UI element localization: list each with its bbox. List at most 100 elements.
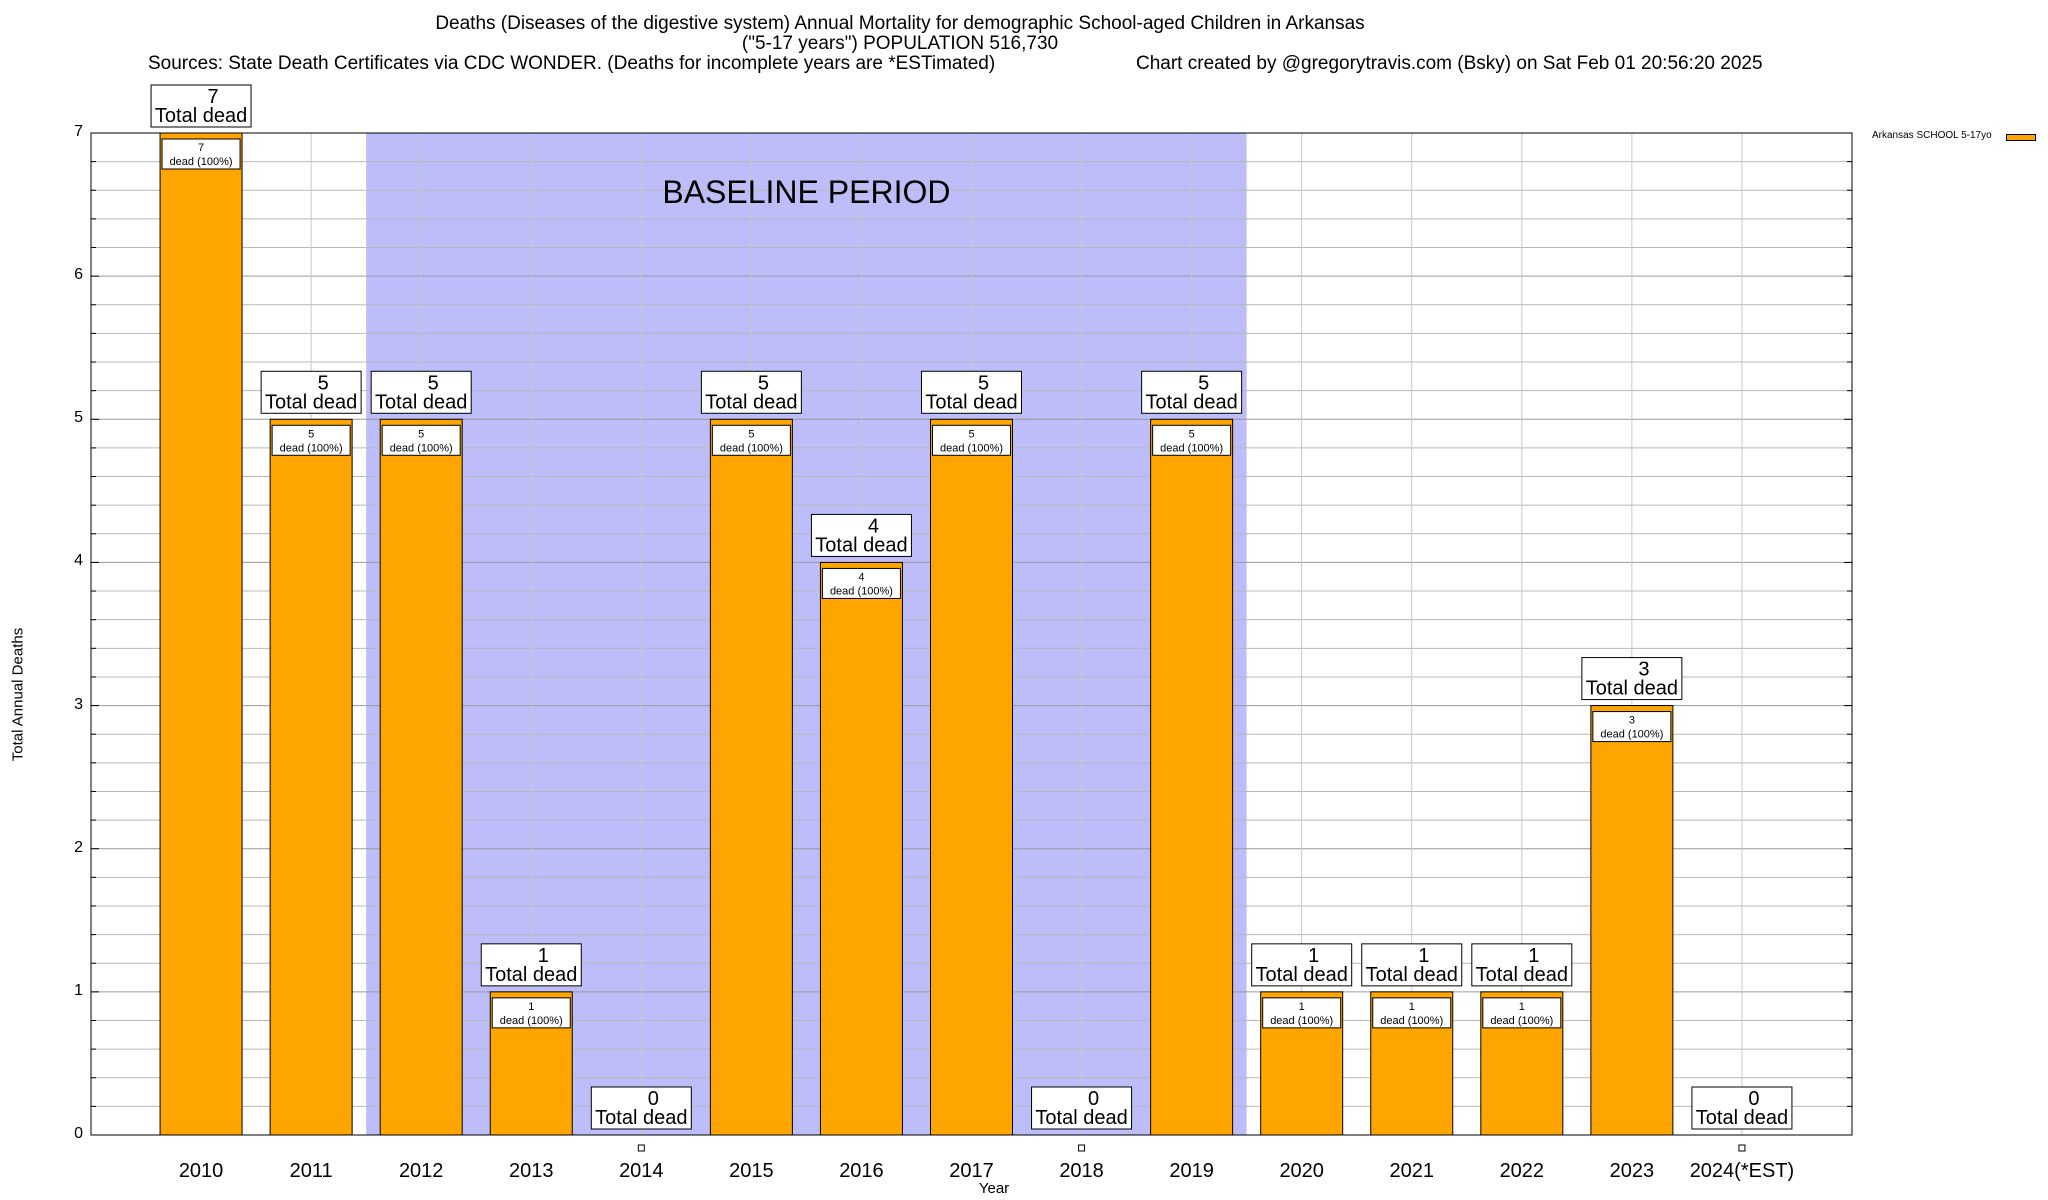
inner-label-count: 4 bbox=[858, 571, 864, 583]
total-label-text: Total dead bbox=[1145, 391, 1237, 413]
total-label-box bbox=[1251, 943, 1353, 987]
x-tick-label: 2014 bbox=[619, 1160, 664, 1182]
inner-label-box bbox=[491, 997, 571, 1029]
inner-label-count: 1 bbox=[1409, 1001, 1415, 1013]
total-label-text: Total dead bbox=[155, 105, 247, 127]
inner-label-box bbox=[161, 138, 241, 170]
total-label-text: Total dead bbox=[595, 1107, 687, 1129]
legend-label: Arkansas SCHOOL 5-17yo bbox=[1872, 130, 1992, 141]
inner-label-count: 7 bbox=[198, 142, 204, 154]
inner-label-count: 5 bbox=[308, 428, 314, 440]
bar bbox=[1150, 418, 1234, 1136]
y-tick-label: 1 bbox=[74, 981, 83, 999]
total-label-count: 5 bbox=[428, 372, 439, 394]
inner-label-text: dead (100%) bbox=[280, 442, 343, 454]
total-label-box bbox=[370, 370, 472, 414]
inner-label-box bbox=[271, 424, 351, 456]
x-tick-label: 2019 bbox=[1169, 1160, 1214, 1182]
x-tick-label: 2017 bbox=[949, 1160, 994, 1182]
total-label-count: 1 bbox=[538, 945, 549, 967]
total-label-count: 0 bbox=[1748, 1088, 1759, 1110]
total-label-text: Total dead bbox=[1476, 964, 1568, 986]
bar bbox=[379, 418, 463, 1136]
total-label-count: 7 bbox=[208, 86, 219, 108]
total-label-text: Total dead bbox=[1696, 1107, 1788, 1129]
inner-label-count: 1 bbox=[1519, 1001, 1525, 1013]
inner-label-box bbox=[821, 567, 901, 599]
inner-label-text: dead (100%) bbox=[830, 585, 893, 597]
bar bbox=[709, 418, 793, 1136]
total-label-count: 4 bbox=[868, 515, 879, 537]
total-label-text: Total dead bbox=[1366, 964, 1458, 986]
total-label-text: Total dead bbox=[705, 391, 797, 413]
x-tick-label: 2016 bbox=[839, 1160, 884, 1182]
x-tick-label: 2018 bbox=[1059, 1160, 1104, 1182]
x-tick-label: 2020 bbox=[1279, 1160, 1324, 1182]
x-tick-label: 2022 bbox=[1499, 1160, 1545, 1182]
chart-title-line-1: Deaths (Diseases of the digestive system… bbox=[435, 13, 1365, 34]
total-label-box bbox=[1361, 943, 1463, 987]
y-axis-label: Total Annual Deaths bbox=[9, 627, 27, 762]
y-tick-label: 4 bbox=[74, 552, 83, 570]
chart-title-line-2: ("5-17 years") POPULATION 516,730 bbox=[741, 33, 1059, 54]
total-label-text: Total dead bbox=[485, 964, 577, 986]
inner-label-text: dead (100%) bbox=[720, 442, 783, 454]
inner-label-count: 5 bbox=[1189, 428, 1195, 440]
inner-label-count: 5 bbox=[748, 428, 754, 440]
inner-label-text: dead (100%) bbox=[170, 156, 233, 168]
x-tick-label: 2021 bbox=[1389, 1160, 1435, 1182]
legend-swatch bbox=[2006, 134, 2036, 141]
x-tick-label: 2024(*EST) bbox=[1689, 1160, 1795, 1182]
total-label-text: Total dead bbox=[1035, 1107, 1127, 1129]
zero-marker bbox=[637, 1144, 645, 1152]
inner-label-text: dead (100%) bbox=[1600, 729, 1663, 741]
total-label-box bbox=[810, 513, 912, 557]
inner-label-count: 3 bbox=[1629, 715, 1635, 727]
zero-marker bbox=[1078, 1144, 1086, 1152]
bar bbox=[159, 132, 243, 1136]
y-tick-label: 0 bbox=[74, 1125, 83, 1142]
inner-label-text: dead (100%) bbox=[1160, 442, 1223, 454]
total-label-box bbox=[480, 943, 582, 987]
inner-label-box bbox=[1372, 997, 1452, 1029]
total-label-text: Total dead bbox=[265, 391, 357, 413]
total-label-box bbox=[1471, 943, 1573, 987]
x-tick-label: 2011 bbox=[289, 1160, 333, 1182]
inner-label-text: dead (100%) bbox=[500, 1015, 563, 1027]
x-tick-label: 2013 bbox=[509, 1160, 554, 1182]
inner-label-box bbox=[932, 424, 1011, 456]
total-label-box bbox=[1691, 1086, 1793, 1130]
total-label-text: Total dead bbox=[815, 534, 907, 556]
total-label-box bbox=[921, 370, 1022, 414]
total-label-box bbox=[1581, 657, 1683, 701]
x-tick-label: 2023 bbox=[1609, 1160, 1655, 1182]
inner-label-text: dead (100%) bbox=[390, 442, 453, 454]
total-label-count: 5 bbox=[758, 372, 769, 394]
x-tick-label: 2010 bbox=[178, 1160, 224, 1182]
total-label-box bbox=[1031, 1086, 1133, 1130]
total-label-box bbox=[700, 370, 802, 414]
total-label-count: 1 bbox=[1418, 945, 1429, 967]
bar bbox=[1590, 705, 1674, 1136]
inner-label-text: dead (100%) bbox=[1270, 1015, 1333, 1027]
inner-label-box bbox=[1592, 711, 1672, 743]
total-label-count: 5 bbox=[1198, 372, 1209, 394]
inner-label-text: dead (100%) bbox=[1380, 1015, 1443, 1027]
total-label-count: 1 bbox=[1528, 945, 1539, 967]
bar bbox=[819, 561, 903, 1136]
inner-label-box bbox=[381, 424, 461, 456]
total-label-count: 3 bbox=[1638, 659, 1649, 681]
zero-marker bbox=[1738, 1144, 1746, 1152]
inner-label-box bbox=[711, 424, 791, 456]
y-tick-label: 3 bbox=[74, 695, 83, 713]
total-label-box bbox=[150, 84, 252, 128]
total-label-text: Total dead bbox=[1586, 678, 1678, 700]
chart-credit: Chart created by @gregorytravis.com (Bsk… bbox=[1136, 53, 1763, 74]
y-tick-label: 6 bbox=[74, 266, 83, 284]
inner-label-count: 1 bbox=[528, 1001, 534, 1013]
x-tick-label: 2012 bbox=[398, 1160, 444, 1182]
inner-label-text: dead (100%) bbox=[940, 442, 1003, 454]
inner-label-count: 5 bbox=[968, 428, 974, 440]
inner-label-box bbox=[1482, 997, 1562, 1029]
